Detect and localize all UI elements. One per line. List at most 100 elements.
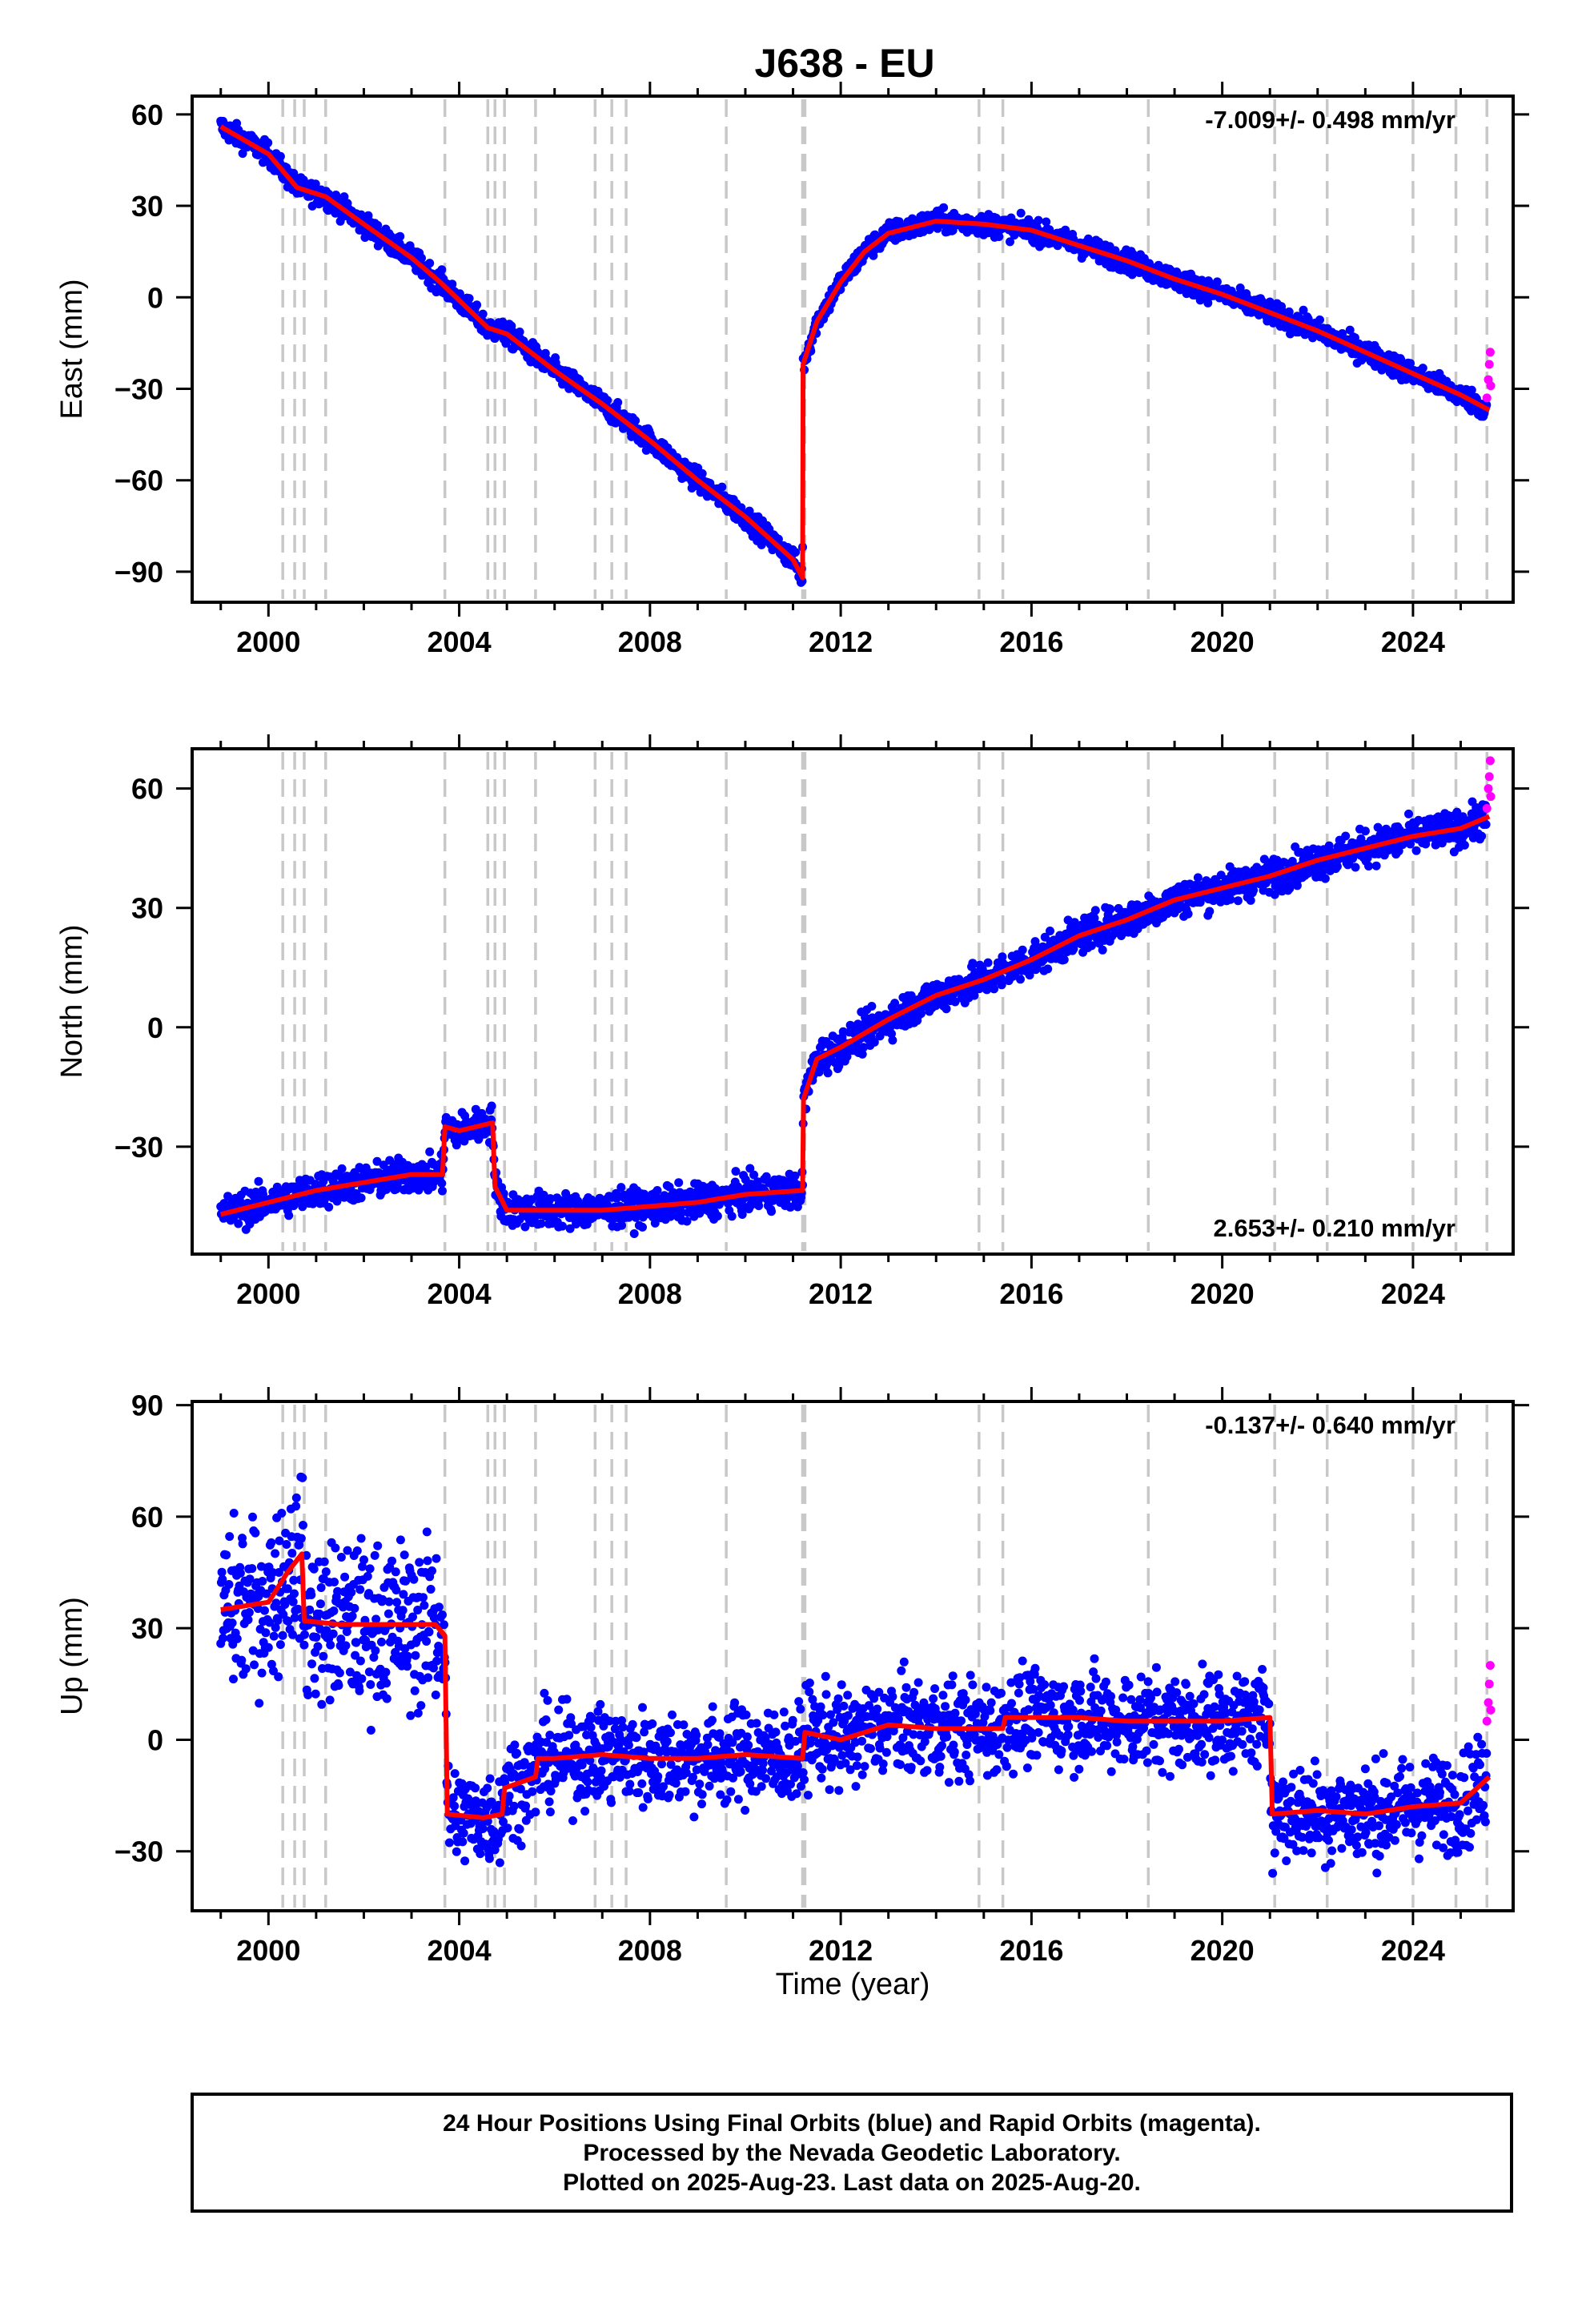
- data-point: [629, 1229, 639, 1238]
- data-point: [257, 1668, 267, 1678]
- data-point: [258, 1577, 267, 1586]
- data-point: [324, 1202, 334, 1212]
- data-point: [225, 1532, 235, 1542]
- model-fit-line-east: [219, 124, 1491, 581]
- data-point: [247, 1564, 257, 1574]
- data-point: [1098, 945, 1107, 955]
- velocity-label-north: 2.653+/- 0.210 mm/yr: [1214, 1214, 1456, 1242]
- data-point: [1460, 840, 1469, 850]
- data-point: [1106, 904, 1115, 914]
- data-point: [244, 1608, 254, 1617]
- data-point: [1193, 873, 1203, 883]
- data-point: [282, 1540, 291, 1549]
- data-point: [373, 220, 383, 230]
- data-point: [717, 482, 727, 492]
- data-point: [638, 1222, 647, 1232]
- y-axis-label-north: North (mm): [55, 924, 89, 1078]
- data-point: [274, 1672, 283, 1682]
- data-point: [267, 1538, 276, 1547]
- data-point: [1226, 895, 1235, 904]
- y-tick-label: 30: [131, 190, 163, 223]
- data-point: [1404, 809, 1413, 818]
- data-point: [1467, 385, 1476, 395]
- data-point: [421, 1162, 431, 1172]
- x-tick-label: 2004: [428, 625, 492, 658]
- x-tick-label: 2012: [809, 1277, 873, 1310]
- y-tick-label: 0: [147, 281, 163, 314]
- data-point: [260, 1606, 269, 1615]
- rapid-point: [1484, 772, 1494, 782]
- y-tick-label: 60: [131, 99, 163, 131]
- data-point: [767, 1207, 776, 1216]
- data-point: [437, 1179, 447, 1188]
- data-point: [1059, 955, 1069, 964]
- data-point: [337, 1164, 347, 1173]
- data-point: [311, 179, 320, 189]
- x-tick-label: 2024: [1381, 1277, 1445, 1310]
- data-point: [1212, 277, 1222, 287]
- data-point: [363, 211, 373, 220]
- data-point: [227, 1618, 237, 1628]
- data-point: [1016, 975, 1025, 984]
- data-point: [1233, 896, 1243, 906]
- data-point: [235, 1568, 245, 1578]
- data-point: [727, 1212, 737, 1221]
- data-point: [237, 1655, 247, 1665]
- data-point: [271, 1549, 280, 1558]
- data-point: [241, 1664, 251, 1674]
- data-point: [1338, 329, 1347, 338]
- data-point: [251, 1528, 260, 1538]
- data-point: [238, 149, 247, 159]
- data-point: [417, 253, 426, 263]
- data-point: [677, 1208, 686, 1216]
- data-point: [754, 1201, 764, 1211]
- data-point: [1034, 215, 1043, 225]
- data-point: [545, 1194, 555, 1204]
- data-point: [1183, 909, 1193, 919]
- data-point: [460, 1136, 469, 1146]
- data-point: [1351, 862, 1360, 872]
- data-point: [1046, 927, 1054, 935]
- y-tick-label: 60: [131, 773, 163, 806]
- data-point: [1299, 305, 1308, 315]
- data-point: [603, 396, 612, 405]
- data-point: [616, 1183, 626, 1192]
- data-point: [269, 1631, 279, 1641]
- data-point: [1203, 298, 1213, 308]
- x-tick-label: 2020: [1191, 1277, 1255, 1310]
- data-point: [255, 1699, 264, 1708]
- data-point: [356, 1193, 366, 1203]
- x-tick-label: 2016: [999, 1277, 1063, 1310]
- data-point: [1061, 225, 1070, 235]
- data-point: [990, 984, 999, 994]
- y-tick-label: 30: [131, 892, 163, 925]
- x-tick-label: 2020: [1191, 625, 1255, 658]
- data-point: [1332, 862, 1342, 871]
- data-point: [613, 398, 623, 407]
- data-point: [617, 1220, 626, 1230]
- rapid-point: [1485, 348, 1495, 357]
- rapid-point: [1486, 381, 1496, 391]
- y-tick-label: 0: [147, 1011, 163, 1044]
- y-tick-label: −30: [114, 1131, 163, 1164]
- data-point: [674, 1178, 684, 1188]
- data-point: [254, 1176, 263, 1186]
- data-point: [261, 1628, 271, 1638]
- rapid-orbit-points-east: [1482, 348, 1496, 403]
- data-point: [1418, 364, 1427, 373]
- x-tick-label: 2016: [999, 625, 1063, 658]
- chart-title: J638 - EU: [754, 41, 934, 86]
- data-point: [823, 1068, 833, 1078]
- data-point: [277, 1509, 287, 1518]
- data-point: [1090, 906, 1100, 915]
- data-point: [612, 1193, 621, 1203]
- data-point: [263, 138, 273, 147]
- data-point: [745, 506, 754, 516]
- data-point: [478, 309, 488, 319]
- data-point: [1364, 862, 1373, 870]
- data-point: [1182, 289, 1191, 299]
- data-point: [229, 1509, 239, 1518]
- data-point: [1249, 886, 1259, 895]
- data-point: [278, 1630, 287, 1640]
